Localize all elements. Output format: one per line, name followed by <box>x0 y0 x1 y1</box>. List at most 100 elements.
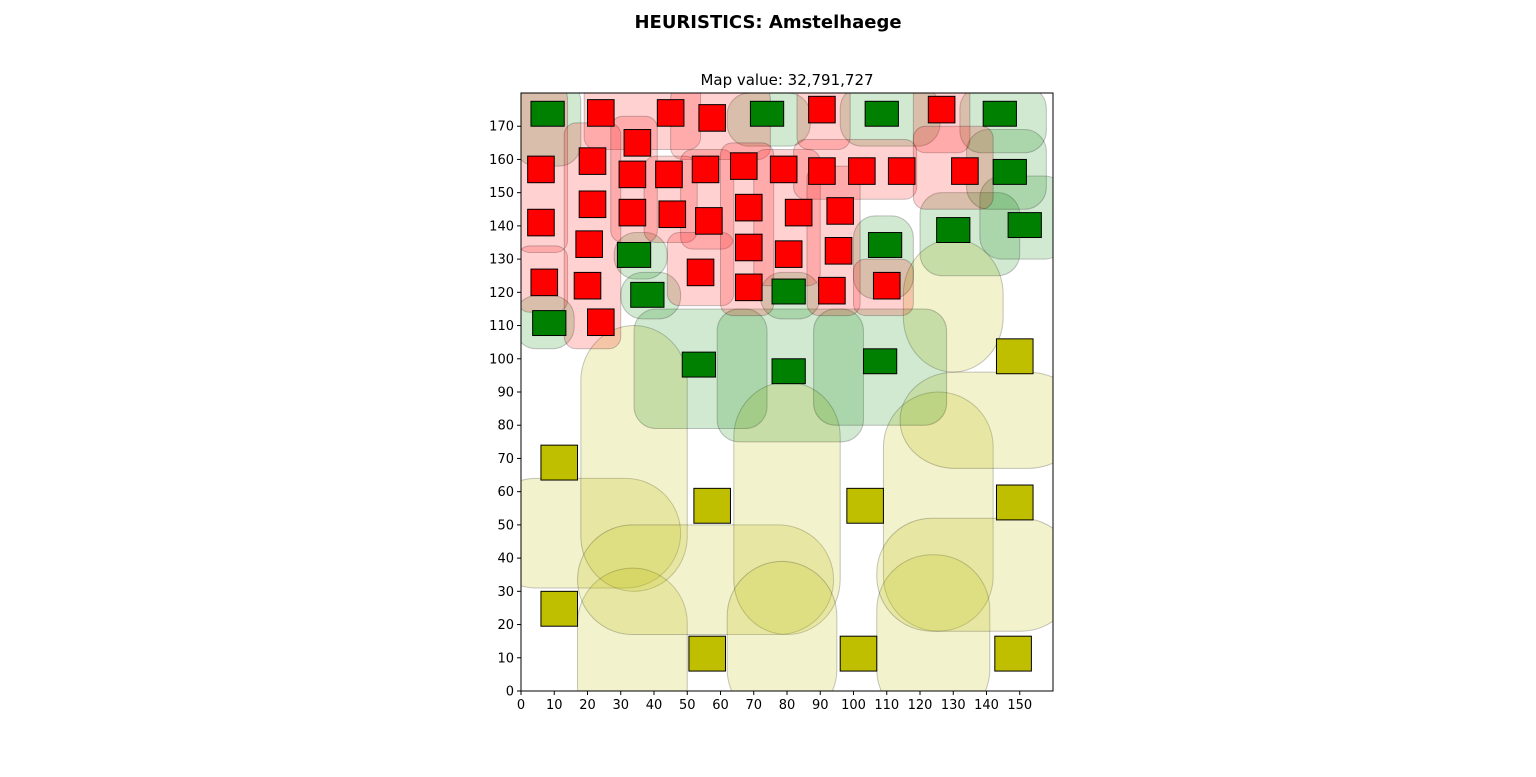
green-house <box>771 278 806 305</box>
red-house <box>578 190 607 219</box>
red-house <box>769 155 798 184</box>
axes-title: Map value: 32,791,727 <box>700 71 873 89</box>
x-tick-label: 110 <box>874 698 899 713</box>
y-tick-label: 160 <box>489 153 514 168</box>
green-house <box>616 242 652 268</box>
y-tick-label: 0 <box>506 685 514 700</box>
y-tick-label: 80 <box>497 419 514 434</box>
red-house <box>774 240 803 268</box>
yellow-house <box>839 635 878 672</box>
green-house <box>530 100 565 127</box>
y-tick-label: 170 <box>489 120 514 135</box>
red-house <box>927 95 956 124</box>
x-tick-label: 70 <box>745 698 762 713</box>
red-house <box>808 95 836 124</box>
yellow-house <box>994 635 1032 672</box>
red-house <box>695 207 723 235</box>
x-tick-label: 90 <box>812 698 829 713</box>
green-house <box>681 351 717 378</box>
red-house <box>698 104 726 132</box>
red-house <box>658 200 687 229</box>
red-house <box>734 193 763 222</box>
red-house <box>824 237 853 265</box>
red-house <box>686 258 715 287</box>
yellow-free-zone <box>726 560 838 691</box>
x-tick-label: 80 <box>779 698 796 713</box>
red-house <box>691 155 720 184</box>
red-house <box>587 308 615 337</box>
y-tick-label: 90 <box>497 386 514 401</box>
green-house <box>867 232 903 258</box>
yellow-house <box>995 338 1034 375</box>
green-house <box>1007 212 1042 239</box>
yellow-free-zone <box>577 524 835 636</box>
y-tick-label: 120 <box>489 286 514 301</box>
red-house <box>808 157 836 185</box>
red-house <box>734 273 763 302</box>
yellow-free-zone <box>577 567 688 691</box>
x-tick-label: 0 <box>517 698 525 713</box>
red-house <box>656 99 685 127</box>
green-house <box>630 281 665 308</box>
red-house <box>734 233 763 262</box>
green-house <box>936 217 971 243</box>
x-tick-label: 130 <box>941 698 966 713</box>
y-tick-label: 130 <box>489 253 514 268</box>
x-tick-label: 30 <box>612 698 629 713</box>
green-house <box>992 158 1027 185</box>
y-tick-label: 140 <box>489 219 514 234</box>
red-house <box>578 147 607 175</box>
yellow-free-zone <box>580 325 688 592</box>
y-tick-label: 20 <box>497 618 514 633</box>
red-house <box>951 157 979 185</box>
red-house <box>527 208 555 237</box>
green-house <box>862 348 898 375</box>
red-house <box>818 276 846 305</box>
x-tick-label: 10 <box>546 698 563 713</box>
yellow-free-zone <box>521 477 682 589</box>
y-tick-label: 10 <box>497 651 514 666</box>
yellow-house <box>540 590 579 627</box>
yellow-house <box>846 487 884 524</box>
y-tick-label: 110 <box>489 319 514 334</box>
red-house <box>618 198 647 227</box>
figure-suptitle: HEURISTICS: Amstelhaege <box>634 12 902 33</box>
red-house <box>527 155 555 184</box>
x-tick-label: 50 <box>679 698 696 713</box>
y-tick-label: 60 <box>497 485 514 500</box>
green-house <box>864 100 899 127</box>
red-house <box>618 160 647 189</box>
red-house <box>530 268 559 297</box>
red-house <box>729 152 758 180</box>
plot-area <box>521 93 1053 691</box>
x-tick-label: 140 <box>974 698 999 713</box>
y-tick-label: 40 <box>497 552 514 567</box>
red-house <box>587 99 615 127</box>
green-house <box>749 100 785 127</box>
red-house <box>623 129 652 157</box>
red-house <box>848 157 876 185</box>
x-tick-label: 100 <box>841 698 866 713</box>
yellow-house <box>995 484 1034 521</box>
red-house <box>573 271 602 300</box>
yellow-house <box>688 635 726 672</box>
red-house <box>887 157 916 185</box>
y-tick-label: 50 <box>497 518 514 533</box>
x-tick-label: 40 <box>646 698 663 713</box>
red-house <box>575 230 603 258</box>
y-tick-label: 150 <box>489 186 514 201</box>
x-tick-label: 120 <box>908 698 933 713</box>
red-house <box>872 271 901 300</box>
green-house <box>532 310 567 337</box>
yellow-free-zone <box>899 371 1053 469</box>
x-tick-label: 150 <box>1007 698 1032 713</box>
red-house <box>784 198 813 227</box>
green-house <box>982 100 1017 127</box>
y-tick-label: 30 <box>497 585 514 600</box>
red-house <box>655 160 683 189</box>
x-tick-label: 60 <box>712 698 729 713</box>
y-tick-label: 70 <box>497 452 514 467</box>
y-tick-label: 100 <box>489 352 514 367</box>
green-house <box>771 358 806 385</box>
